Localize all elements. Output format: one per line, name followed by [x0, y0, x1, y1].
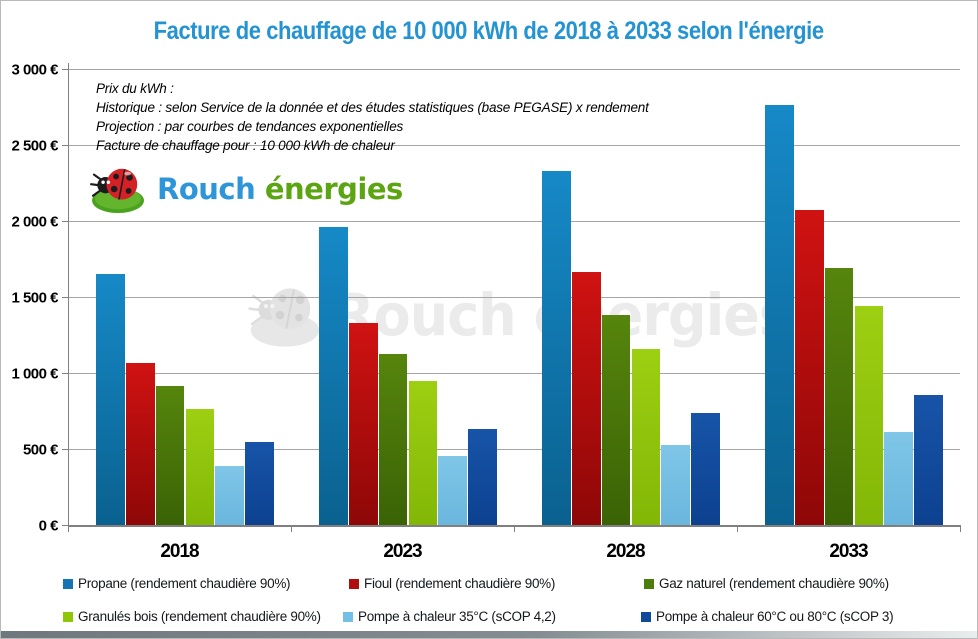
bar-2033-s1	[794, 209, 824, 525]
x-axis-tick	[68, 526, 69, 532]
legend-swatch-icon	[349, 578, 359, 589]
x-axis-label: 2018	[160, 541, 199, 562]
x-axis-tick	[514, 526, 515, 532]
bar-2018-s2	[155, 385, 185, 525]
legend-item-s2: Gaz naturel (rendement chaudière 90%)	[644, 576, 889, 591]
logo-word-rouch: Rouch	[157, 172, 256, 206]
bar-2033-s3	[854, 306, 884, 525]
bar-2018-s4	[215, 465, 245, 525]
bar-2028-s1	[571, 271, 601, 525]
y-axis-label: 2 000 €	[11, 213, 58, 231]
chart-title: Facture de chauffage de 10 000 kWh de 20…	[1, 13, 977, 49]
y-axis-tick	[62, 449, 68, 450]
y-gridline	[68, 373, 960, 374]
y-axis-label: 1 500 €	[11, 289, 58, 307]
x-axis-tick	[737, 526, 738, 532]
bar-2028-s4	[661, 445, 691, 525]
y-axis-label: 500 €	[22, 441, 59, 459]
legend-item-s5: Pompe à chaleur 60°C ou 80°C (sCOP 3)	[641, 609, 894, 624]
bar-2023-s1	[348, 322, 378, 525]
y-axis-tick	[62, 373, 68, 374]
logo-text: Rouch énergies	[157, 172, 403, 206]
bar-2028-s0	[542, 170, 571, 525]
annotation-line: Historique : selon Service de la donnée …	[96, 100, 649, 115]
y-gridline	[68, 449, 960, 450]
ladybug-watermark-icon	[248, 288, 320, 347]
annotation-line: Projection : par courbes de tendances ex…	[96, 119, 404, 134]
legend-swatch-icon	[63, 578, 73, 589]
y-axis-label: 0 €	[38, 517, 59, 535]
y-gridline	[68, 221, 960, 222]
y-axis-line	[68, 63, 69, 525]
bottom-strip	[1, 631, 977, 638]
legend-label: Pompe à chaleur 35°C (sCOP 4,2)	[358, 609, 556, 624]
x-axis-tick	[960, 526, 961, 532]
annotation-line: Prix du kWh :	[96, 81, 174, 96]
legend-swatch-icon	[644, 578, 654, 589]
chart-title-text: Facture de chauffage de 10 000 kWh de 20…	[154, 16, 824, 45]
legend-label: Pompe à chaleur 60°C ou 80°C (sCOP 3)	[656, 609, 894, 624]
y-gridline	[68, 69, 960, 70]
y-axis-label: 2 500 €	[11, 137, 58, 155]
rouch-energies-logo: Rouch énergies	[89, 164, 403, 214]
y-axis-tick	[62, 221, 68, 222]
ladybug-logo-icon	[90, 168, 144, 214]
legend-label: Granulés bois (rendement chaudière 90%)	[78, 609, 321, 624]
x-axis-label: 2023	[383, 541, 422, 562]
x-axis-tick	[291, 526, 292, 532]
legend-swatch-icon	[641, 611, 651, 622]
logo-word-energies: énergies	[264, 172, 403, 206]
x-axis-line	[68, 525, 961, 527]
bar-2023-s0	[319, 227, 348, 525]
y-gridline	[68, 145, 960, 146]
bar-2018-s1	[125, 363, 155, 525]
bar-2023-s3	[408, 380, 438, 525]
y-gridline	[68, 297, 960, 298]
y-axis-label: 1 000 €	[11, 365, 58, 383]
legend-item-s1: Fioul (rendement chaudière 90%)	[349, 576, 555, 591]
legend-swatch-icon	[343, 611, 353, 622]
legend-item-s4: Pompe à chaleur 35°C (sCOP 4,2)	[343, 609, 556, 624]
legend-item-s3: Granulés bois (rendement chaudière 90%)	[63, 609, 321, 624]
bar-2028-s3	[631, 348, 661, 525]
legend-label: Fioul (rendement chaudière 90%)	[364, 576, 556, 591]
bar-2033-s0	[765, 104, 794, 525]
bar-2023-s5	[468, 429, 497, 525]
x-axis-label: 2028	[606, 541, 645, 562]
legend-label: Gaz naturel (rendement chaudière 90%)	[659, 576, 889, 591]
bar-2028-s5	[691, 413, 720, 525]
bar-2033-s2	[824, 268, 854, 525]
bar-2023-s4	[438, 455, 468, 525]
bar-2018-s5	[245, 442, 274, 525]
annotation-line: Facture de chauffage pour : 10 000 kWh d…	[96, 138, 395, 153]
y-axis-tick	[62, 525, 68, 526]
y-axis-tick	[62, 145, 68, 146]
bar-2033-s4	[884, 431, 914, 525]
y-axis-label: 3 000 €	[11, 61, 58, 79]
x-axis-label: 2033	[829, 541, 868, 562]
annotation: Prix du kWh : Historique : selon Service…	[96, 79, 649, 155]
bar-2023-s2	[378, 354, 408, 525]
legend-item-s0: Propane (rendement chaudière 90%)	[63, 576, 291, 591]
legend-label: Propane (rendement chaudière 90%)	[78, 576, 291, 591]
legend-swatch-icon	[63, 611, 73, 622]
y-axis-tick	[62, 69, 68, 70]
bar-2028-s2	[601, 315, 631, 525]
bar-2018-s0	[96, 274, 125, 525]
y-axis-tick	[62, 297, 68, 298]
bar-2033-s5	[914, 395, 943, 525]
bar-2018-s3	[185, 408, 215, 525]
